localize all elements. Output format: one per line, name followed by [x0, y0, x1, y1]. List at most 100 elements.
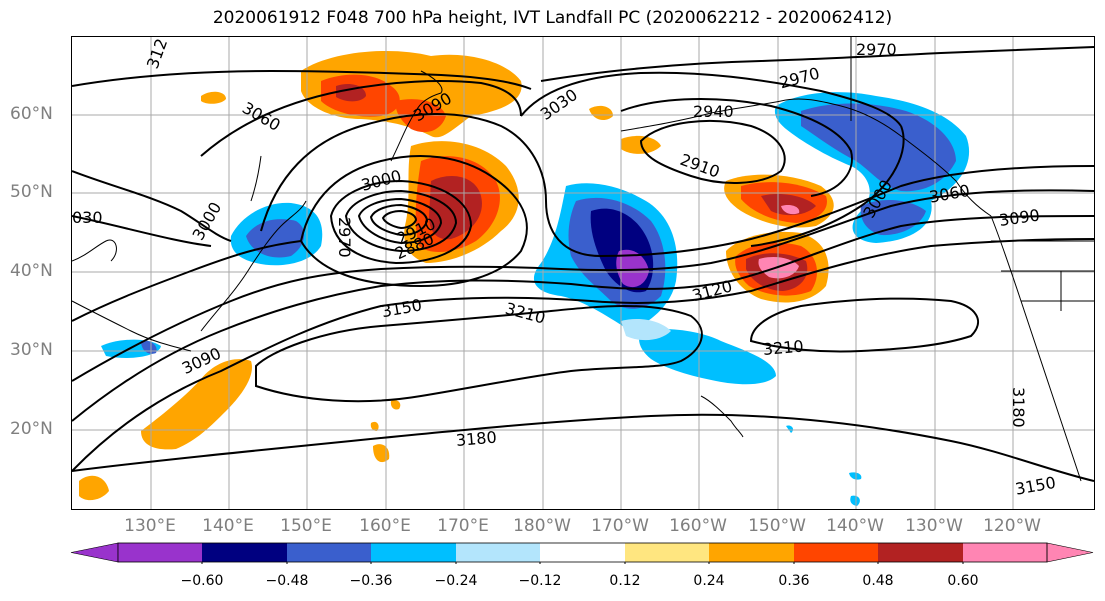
colorbar-segment-2	[202, 543, 287, 562]
contour-label: 3210	[762, 336, 804, 358]
colorbar	[70, 542, 1094, 564]
contour-label: 3180	[1009, 387, 1028, 428]
shade-darkred-goa	[761, 194, 816, 216]
contour-3060	[72, 240, 302, 322]
contour-3210-south	[255, 305, 703, 403]
shade-cyan-tiny1	[849, 472, 862, 480]
lon-label-140w: 140°W	[826, 516, 884, 536]
lon-label-170w: 170°W	[591, 516, 649, 536]
ivt-shading	[79, 51, 970, 506]
colorbar-tick-label: −0.24	[434, 573, 478, 589]
shade-orange-small	[201, 91, 226, 104]
shade-orange-marshall3	[390, 400, 401, 410]
contour-2970-north	[540, 46, 1094, 82]
contour-low2	[344, 189, 458, 253]
coast-korea	[72, 239, 117, 262]
shade-cyan-tiny2	[850, 495, 860, 506]
shade-orange-marshall4	[589, 105, 613, 121]
colorbar-tick-label: 0.36	[778, 573, 810, 589]
coast-hawaii	[700, 395, 744, 438]
lon-label-140e: 140°E	[202, 516, 254, 536]
graticule	[72, 37, 1094, 509]
colorbar-tick-label: −0.12	[518, 573, 562, 589]
contour-label: 2970	[777, 63, 821, 92]
map-panel: 312 2970 2970 3060 3090 3030 2940 2910 3…	[71, 36, 1095, 510]
contour-label: 3210	[503, 299, 547, 328]
coastlines	[72, 37, 1094, 482]
colorbar-tick-label: −0.36	[349, 573, 393, 589]
colorbar-segment-0	[70, 542, 119, 563]
contour-3060-east	[600, 165, 1094, 257]
contour-3180-south	[72, 413, 1094, 482]
lon-label-170e: 170°E	[437, 516, 489, 536]
lon-label-160w: 160°W	[669, 516, 727, 536]
contour-3060-north	[200, 80, 522, 157]
lon-label-180w: 180°W	[513, 516, 571, 536]
colorbar-outline	[117, 542, 1048, 563]
contour-3090	[72, 189, 1094, 382]
shade-blue-ne2	[860, 199, 926, 236]
contour-3000-ring	[300, 155, 528, 288]
lon-label-150w: 150°W	[748, 516, 806, 536]
shade-lightblue-hawaii	[621, 319, 671, 341]
colorbar-segment-10	[878, 543, 963, 562]
contour-label: 3120	[690, 276, 734, 305]
contour-label: 2940	[693, 102, 734, 121]
colorbar-segment-3	[287, 543, 371, 562]
colorbar-tick-label: 0.48	[862, 573, 894, 589]
lon-label-150e: 150°E	[280, 516, 332, 536]
height-contours	[72, 46, 1094, 482]
contour-3030-aleut	[520, 71, 902, 127]
shade-cyan-tiny3	[786, 425, 794, 433]
coast-alaska	[780, 98, 992, 217]
contour-3210-east	[749, 297, 980, 353]
contour-label: 312	[143, 37, 171, 71]
shade-pink-goa	[781, 204, 800, 215]
colorbar-tick-label: 0.12	[609, 573, 641, 589]
coast-sakhalin	[250, 155, 262, 202]
colorbar-tick-label: −0.48	[265, 573, 309, 589]
shade-purple-central	[616, 249, 649, 288]
lat-label-30n: 30°N	[10, 340, 53, 360]
shade-cyan-hawaii	[639, 329, 776, 385]
contour-low1	[329, 179, 473, 265]
contour-label: 2970	[856, 40, 897, 59]
colorbar-tick-marks	[201, 562, 964, 564]
contour-2940	[620, 98, 853, 197]
lon-label-120w: 120°W	[983, 516, 1041, 536]
contour-3090-north	[72, 69, 532, 90]
contour-low4	[369, 203, 429, 237]
colorbar-segment-5	[456, 543, 540, 562]
colorbar-tick-label: 0.60	[947, 573, 979, 589]
lon-label-130e: 130°E	[124, 516, 176, 536]
colorbar-segment-11	[963, 543, 1047, 562]
coast-asia	[72, 300, 192, 352]
contour-label: 3060	[239, 98, 284, 135]
contour-3000-loop	[750, 125, 905, 247]
lat-label-20n: 20°N	[10, 419, 53, 439]
contour-3120	[72, 215, 1094, 422]
contour-label: 3180	[455, 427, 497, 449]
contour-label: 3150	[380, 295, 423, 321]
contour-label: 3090	[998, 205, 1041, 229]
contour-2910	[639, 120, 786, 184]
contour-3030	[72, 215, 212, 247]
lon-label-160e: 160°E	[359, 516, 411, 536]
coast-nwus	[990, 215, 1082, 482]
shade-orange-subtropical	[141, 359, 252, 450]
colorbar-segment-8	[709, 543, 794, 562]
shade-orange-marshall1	[373, 444, 390, 463]
contour-label: 030	[72, 208, 103, 227]
colorbar-segment-1	[118, 543, 202, 562]
lat-label-60n: 60°N	[10, 104, 53, 124]
lat-label-40n: 40°N	[10, 261, 53, 281]
shade-blue-ne	[801, 103, 956, 192]
shade-orange-marshall2	[370, 421, 379, 431]
colorbar-segment-12	[1046, 542, 1094, 563]
shade-darkred-low	[429, 176, 482, 240]
colorbar-segment-4	[371, 543, 456, 562]
contour-label: 2970	[335, 217, 354, 258]
contour-label: 2910	[678, 150, 723, 182]
contour-low5	[381, 209, 418, 230]
colorbar-segment-9	[794, 543, 878, 562]
